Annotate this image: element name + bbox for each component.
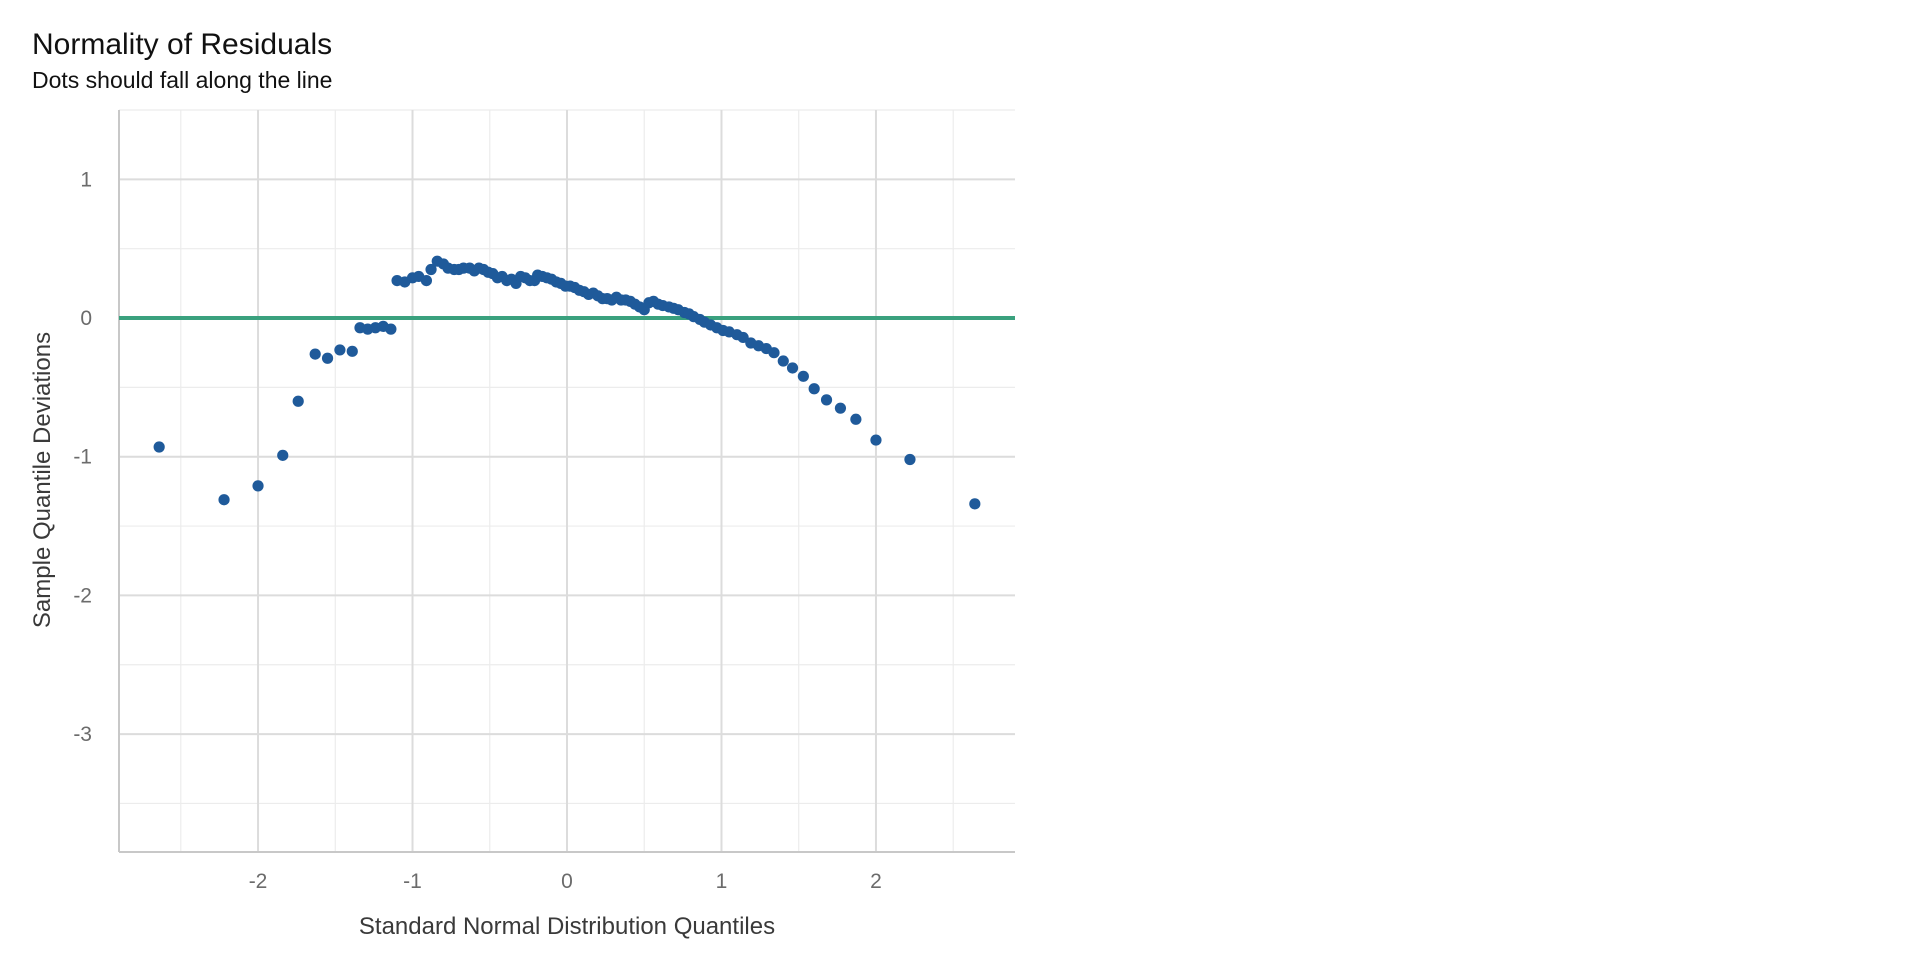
data-point [334,344,346,356]
y-axis-title: Sample Quantile Deviations [29,332,56,628]
x-tick-label: 0 [561,870,573,893]
y-tick-label: -1 [73,446,92,469]
data-point [820,394,833,406]
tick-labels: -2 -1 0 1 2 1 0 -1 -2 -3 [73,168,881,893]
data-point [969,498,981,510]
x-tick-label: 2 [870,870,882,893]
y-tick-label: -2 [73,584,92,607]
data-point [420,274,433,287]
data-point [870,434,882,446]
data-point [153,441,165,453]
chart-title: Normality of Residuals [32,28,332,61]
data-point [346,345,358,357]
data-point [292,395,304,407]
data-point [425,263,437,276]
data-point [808,383,820,395]
data-point [777,355,789,367]
data-point [768,347,780,359]
data-point [797,370,809,382]
y-tick-label: 0 [80,307,92,330]
x-axis-title: Standard Normal Distribution Quantiles [359,913,775,940]
axes [118,110,1015,853]
grid [119,109,1015,852]
data-point [385,323,397,335]
data-point [252,480,264,492]
data-point [277,449,289,461]
data-point [309,348,321,360]
data-point [786,362,799,374]
x-tick-label: -2 [249,870,268,893]
data-points [153,255,981,510]
data-point [218,494,230,506]
y-tick-label: 1 [80,168,92,191]
chart-subtitle: Dots should fall along the line [32,67,332,93]
data-point [850,413,862,425]
data-point [834,402,847,414]
data-point [737,331,749,344]
y-tick-label: -3 [73,723,92,746]
data-point [904,453,916,466]
x-tick-label: 1 [716,870,728,893]
data-point [321,352,334,364]
x-tick-label: -1 [403,870,422,893]
